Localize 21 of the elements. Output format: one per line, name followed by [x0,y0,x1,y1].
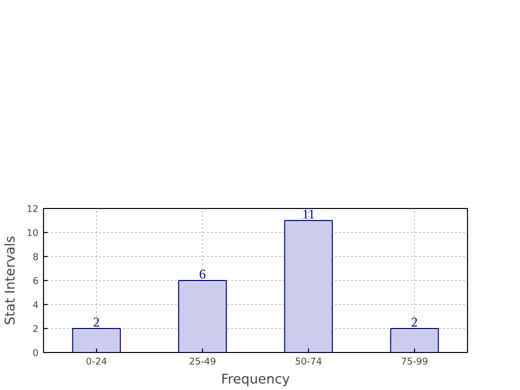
bar [284,220,333,352]
y-tick-label: 6 [32,276,39,287]
y-tick-label: 12 [26,204,39,215]
y-axis-title: Stat Intervals [4,236,19,326]
y-tick-label: 0 [32,348,39,359]
x-tick-label: 0-24 [86,356,108,368]
x-axis-title: Frequency [221,372,290,388]
x-tick-label: 25-49 [188,356,216,368]
x-tick-label: 75-99 [400,356,428,368]
x-tick-label: 50-74 [294,356,322,368]
data-label: 2 [411,314,418,330]
y-tick-label: 10 [26,228,39,239]
data-label: 11 [302,206,315,222]
bar [390,328,439,352]
y-tick-label: 2 [32,324,39,335]
bar [72,328,121,352]
y-tick-label: 8 [32,252,39,263]
data-label: 6 [199,266,206,282]
bar [178,280,227,352]
data-label: 2 [93,314,100,330]
y-tick-label: 4 [32,300,39,311]
